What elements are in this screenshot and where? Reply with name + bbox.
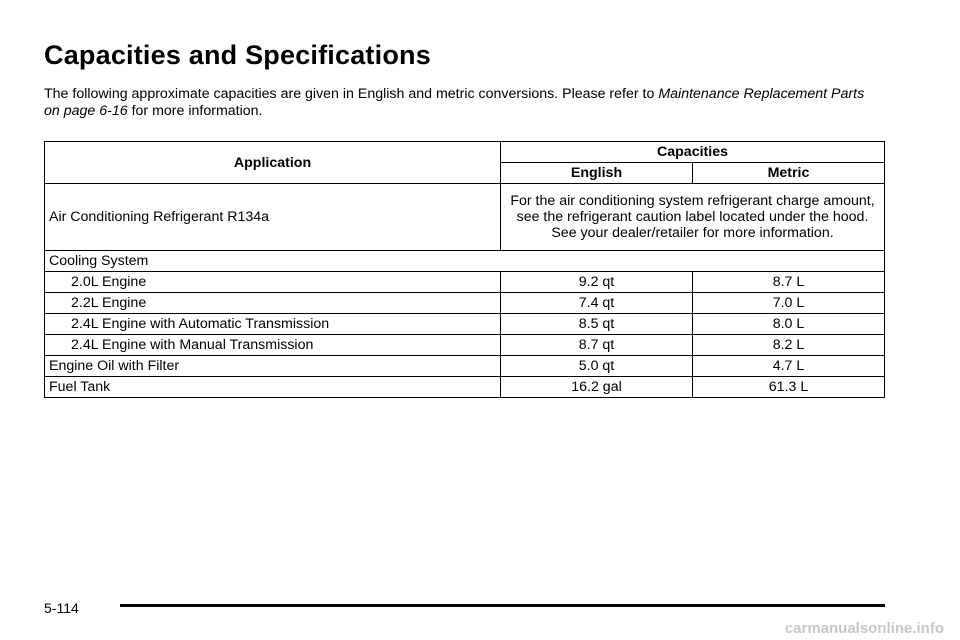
table-cell: 16.2 gal — [500, 376, 693, 398]
intro-text: The following approximate capacities are… — [44, 86, 655, 102]
table-row: Air Conditioning Refrigerant R134a For t… — [44, 183, 885, 251]
table-cell: 2.2L Engine — [44, 292, 501, 314]
table-cell: Fuel Tank — [44, 376, 501, 398]
reference-link[interactable]: Maintenance Replacement Parts on page 6-… — [44, 86, 865, 119]
table-cell: 5.0 qt — [500, 355, 693, 377]
table-cell: 61.3 L — [692, 376, 885, 398]
table-cell: For the air conditioning system refriger… — [500, 183, 885, 251]
header-row: English Metric — [45, 162, 885, 184]
footer-rule — [120, 604, 885, 607]
table-cell: 8.7 L — [692, 271, 885, 293]
column-header: English — [500, 162, 693, 184]
column-header: Metric — [692, 162, 885, 184]
table-row: Fuel Tank 16.2 gal 61.3 L — [44, 376, 885, 398]
table-cell: 8.7 qt — [500, 334, 693, 356]
table-row: 2.4L Engine with Automatic Transmission … — [44, 313, 885, 335]
intro-paragraph: The following approximate capacities are… — [44, 86, 874, 120]
table-cell: Air Conditioning Refrigerant R134a — [44, 183, 501, 251]
page-number: 5-114 — [44, 600, 79, 616]
intro-text: for more information. — [131, 103, 263, 119]
table-row: Engine Oil with Filter 5.0 qt 4.7 L — [44, 355, 885, 377]
table-cell: 2.4L Engine with Automatic Transmission — [44, 313, 501, 335]
table-cell: 7.0 L — [692, 292, 885, 314]
table-cell: 8.5 qt — [500, 313, 693, 335]
table-cell: Engine Oil with Filter — [44, 355, 501, 377]
watermark: carmanualsonline.info — [784, 620, 944, 637]
table-cell: 7.4 qt — [500, 292, 693, 314]
column-header: Application — [44, 141, 501, 184]
table-cell: 4.7 L — [692, 355, 885, 377]
table-row: 2.4L Engine with Manual Transmission 8.7… — [44, 334, 885, 356]
table-cell: 8.0 L — [692, 313, 885, 335]
table-row: 2.2L Engine 7.4 qt 7.0 L — [44, 292, 885, 314]
table-cell: Cooling System — [44, 250, 885, 272]
table-cell: 2.4L Engine with Manual Transmission — [44, 334, 501, 356]
table-row: Cooling System — [44, 250, 885, 272]
table-cell: 8.2 L — [692, 334, 885, 356]
table-row: 2.0L Engine 9.2 qt 8.7 L — [44, 271, 885, 293]
page-title: Capacities and Specifications — [44, 40, 431, 70]
column-header: Capacities — [500, 141, 885, 163]
table-cell: 9.2 qt — [500, 271, 693, 293]
table-cell: 2.0L Engine — [44, 271, 501, 293]
capacities-table: Application Capacities English Metric Ai… — [44, 141, 885, 398]
header-row: Application Capacities — [44, 141, 885, 184]
